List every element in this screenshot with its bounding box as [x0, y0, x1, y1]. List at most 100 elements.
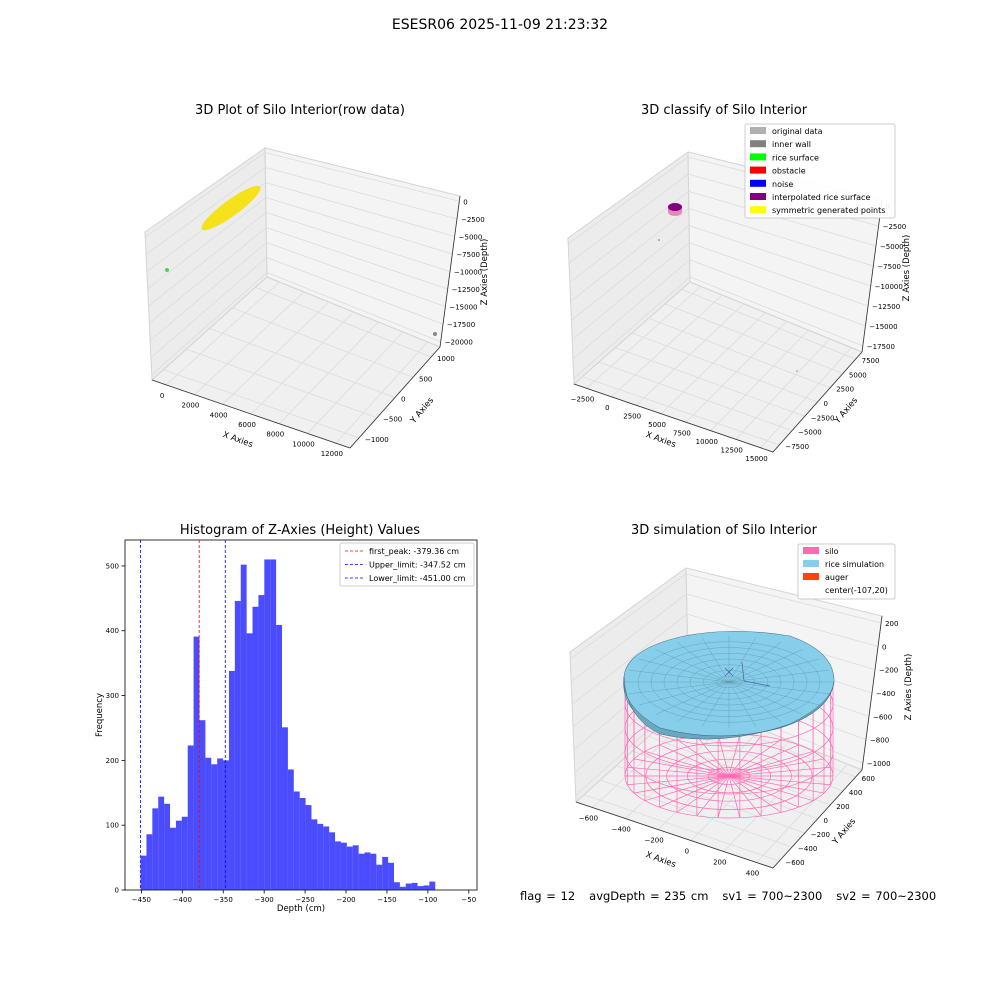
histogram-bar: [270, 559, 277, 890]
legend-label: inner wall: [772, 140, 811, 149]
silo-floor-spoke: [728, 758, 825, 777]
panel4-legend-entries: silo rice simulation auger center(-107,20): [803, 547, 888, 595]
x-tick-label: −200: [336, 896, 355, 904]
legend-swatch: [803, 547, 819, 554]
z-gridline: [266, 242, 446, 307]
z-gridline: [265, 182, 455, 237]
silo-floor-spoke: [728, 735, 762, 777]
y-gridline: [632, 750, 818, 820]
histogram-bar: [146, 834, 153, 890]
histogram-bar: [140, 855, 147, 890]
z-tick-label: −200: [879, 667, 898, 675]
footer-flag: flag = 12: [520, 889, 576, 903]
rice-surface: [623, 630, 835, 740]
footer-sv2: sv2 = 700~2300: [836, 889, 937, 903]
z-gridline: [571, 242, 690, 341]
legend-label: rice simulation: [825, 560, 884, 569]
silo-floor-spoke: [728, 744, 799, 777]
footer-avg-depth: avgDepth = 235 cm: [589, 889, 709, 903]
rice-mesh-spoke: [728, 681, 757, 727]
histogram-bar: [193, 636, 200, 890]
panel1-green-point: [165, 268, 169, 272]
x-tick-label: 400: [746, 870, 759, 878]
z-gridline: [266, 272, 441, 343]
legend-label: rice surface: [772, 153, 819, 162]
y-tick-label: −1000: [365, 436, 389, 444]
silo-floor-spoke: [676, 775, 730, 813]
x-tick-label: 7500: [673, 429, 691, 437]
histogram-bar: [405, 883, 412, 890]
panel1-x-axis-line: [151, 379, 351, 449]
auger-marker: [724, 661, 771, 687]
silo-floor-spoke: [676, 739, 730, 777]
legend-swatch: [803, 573, 819, 580]
histogram-bar: [311, 819, 318, 890]
x-tick-label: 10000: [696, 438, 718, 446]
silo-floor-spoke: [728, 775, 741, 818]
histogram-bars: [140, 559, 436, 890]
silo-floor-spoke: [696, 735, 730, 777]
panel2-x-axis-line: [573, 383, 774, 453]
rice-mesh-spoke: [676, 642, 730, 683]
silo-floor-spoke: [728, 766, 831, 777]
histogram-x-label: Depth (cm): [277, 904, 325, 914]
z-gridline: [686, 573, 882, 624]
histogram-bar: [217, 758, 224, 890]
x-tick-label: −400: [173, 896, 192, 904]
rice-mesh-spoke: [728, 681, 782, 722]
panel2-y-axis-line: [772, 351, 863, 453]
legend-swatch: [803, 560, 819, 567]
histogram-bar: [352, 845, 359, 890]
panel3-title: Histogram of Z-Axies (Height) Values: [179, 523, 421, 538]
rice-mesh-spoke: [728, 649, 803, 683]
panel1-3d-plot: 0 2000 4000 6000 8000 10000 12000 1000 500 0 −500…: [144, 147, 490, 458]
legend-label: center(-107,20): [825, 586, 888, 595]
z-tick-label: 0: [882, 643, 886, 651]
y-tick-label: 100: [106, 822, 119, 830]
y-tick-label: 5000: [849, 371, 867, 379]
panel4-legend: [797, 543, 896, 600]
histogram-y-ticks: 0 100 200 300 400 500: [106, 562, 125, 895]
histogram-bar: [370, 853, 377, 890]
panel1-y-axis-line: [349, 346, 441, 449]
histogram-bar: [299, 797, 306, 890]
y-gridline: [209, 328, 396, 398]
z-gridline: [147, 197, 267, 290]
silo-floor-spoke: [696, 775, 730, 817]
z-tick-label: −10000: [875, 283, 903, 291]
z-gridline: [689, 276, 863, 347]
histogram-bar: [411, 882, 418, 890]
rice-mesh-spoke: [628, 681, 730, 695]
silo-floor-spoke: [627, 775, 730, 786]
silo-floor-spoke: [728, 775, 825, 794]
y-tick-label: 0: [401, 396, 405, 404]
panel1-gridlines: [145, 152, 460, 444]
histogram-legend-entries: first_peak: -379.36 cm Upper_limit: -347.…: [345, 547, 466, 583]
x-tick-label: 12500: [721, 446, 743, 454]
panel3-histogram: −450 −400 −350 −300 −250 −200 −150 −100 −50 0 100…: [95, 539, 478, 914]
y-tick-label: 200: [836, 803, 849, 811]
histogram-bar: [393, 882, 400, 890]
y-gridline: [232, 307, 414, 378]
z-gridline: [572, 259, 690, 360]
legend-label: symmetric generated points: [772, 206, 885, 215]
panel4-z-ticks: 200 0 −200 −400 −600 −800 −1000: [867, 620, 899, 768]
y-gridline: [163, 369, 360, 439]
z-gridline: [149, 227, 267, 324]
panel2-gridlines: [568, 156, 882, 449]
histogram-bar: [417, 886, 424, 890]
histogram-bar: [181, 816, 188, 890]
legend-swatch: [750, 153, 766, 161]
silo-floor-spoke: [728, 775, 762, 817]
panel2-y-ticks: 7500 5000 2500 0 −2500 −5000 −7500: [785, 357, 879, 451]
histogram-bar: [340, 842, 347, 890]
y-tick-label: 0: [115, 887, 119, 895]
y-tick-label: 1000: [437, 355, 455, 363]
y-gridline: [583, 794, 780, 862]
histogram-bar: [187, 745, 194, 890]
silo-floor-spoke: [728, 739, 782, 777]
z-gridline: [150, 257, 267, 358]
histogram-bar: [293, 791, 300, 890]
x-tick-label: 6000: [238, 421, 256, 429]
